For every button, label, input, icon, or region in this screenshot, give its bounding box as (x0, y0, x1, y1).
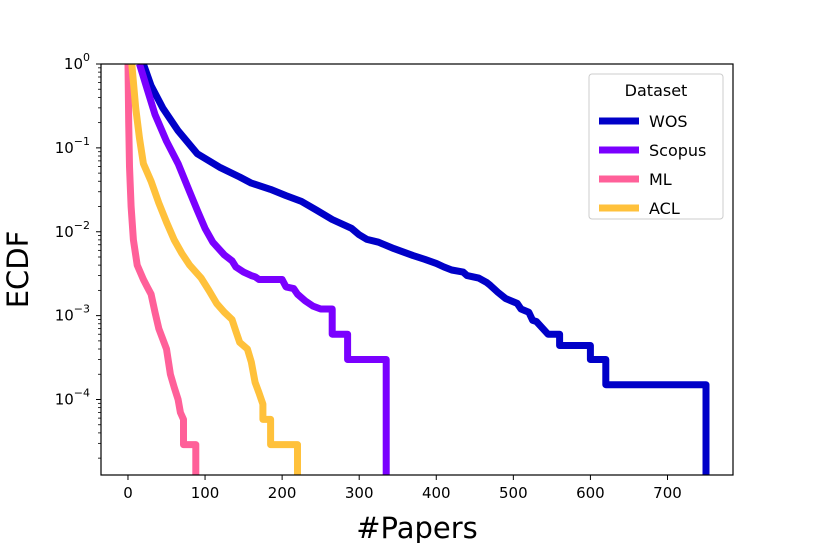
y-axis-title: ECDF (1, 231, 35, 309)
x-tick-label: 700 (653, 484, 682, 502)
legend-title: Dataset (625, 81, 688, 100)
legend-label-ml: ML (649, 170, 672, 189)
x-axis: 0 100 200 300 400 500 600 700 (123, 475, 682, 502)
series-line-acl (128, 64, 301, 475)
y-tick-label: 10−1 (55, 135, 90, 157)
series-line-wos (140, 64, 710, 475)
x-tick-label: 600 (576, 484, 605, 502)
x-tick-label: 0 (123, 484, 133, 502)
legend-items: WOS Scopus ML ACL (599, 112, 706, 218)
x-tick-label: 100 (191, 484, 220, 502)
x-axis-title: #Papers (356, 511, 478, 543)
x-tick-label: 300 (345, 484, 374, 502)
x-tick-label: 500 (499, 484, 528, 502)
y-tick-label: 10−3 (55, 303, 90, 325)
series-line-ml (124, 64, 200, 475)
legend-label-acl: ACL (649, 199, 680, 218)
x-tick-label: 200 (268, 484, 297, 502)
plot-frame (100, 63, 734, 476)
legend-label-scopus: Scopus (649, 141, 706, 160)
x-tick-label: 400 (422, 484, 451, 502)
y-tick-label: 10−4 (55, 387, 90, 409)
series-layer (124, 64, 710, 475)
legend: Dataset WOS Scopus ML ACL (588, 73, 724, 220)
y-tick-label: 100 (64, 51, 90, 73)
series-line-scopus (136, 64, 390, 475)
legend-box (588, 73, 724, 220)
y-tick-label: 10−2 (55, 219, 90, 241)
y-axis: 100 10−1 10−2 10−3 10−4 (55, 51, 101, 459)
legend-label-wos: WOS (649, 112, 688, 131)
